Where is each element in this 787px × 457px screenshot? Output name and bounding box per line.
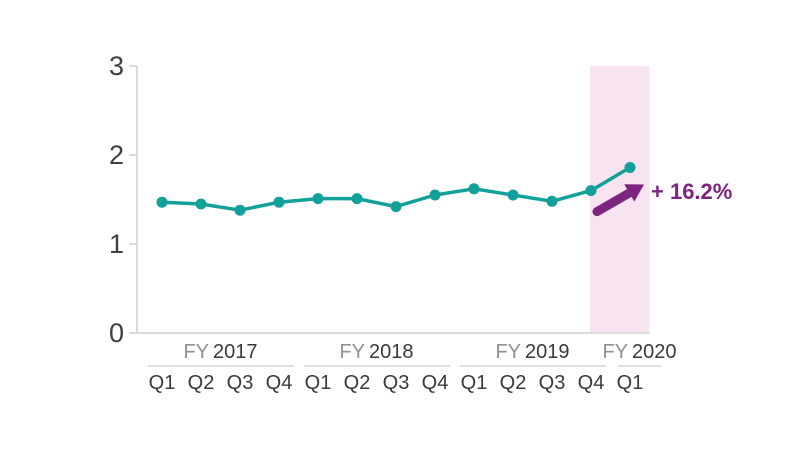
fy-label-prefix: FY [339, 341, 366, 363]
quarter-label: Q2 [499, 372, 527, 394]
quarter-label: Q4 [421, 372, 449, 394]
fy-label-year: 2018 [369, 341, 414, 363]
fy-label: FY 2018 [312, 341, 442, 363]
fy-label-year: 2017 [213, 341, 258, 363]
y-axis-tick-label: 0 [108, 318, 124, 348]
quarter-label: Q3 [226, 372, 254, 394]
data-point-marker [195, 198, 207, 210]
growth-annotation: + 16.2% [651, 179, 733, 205]
data-point-marker [156, 196, 168, 208]
quarter-label: Q3 [382, 372, 410, 394]
fy-label-prefix: FY [495, 341, 522, 363]
quarter-label: Q3 [538, 372, 566, 394]
data-point-marker [273, 196, 285, 208]
fy-label: FY 2020 [575, 341, 705, 363]
data-point-marker [234, 204, 246, 216]
y-axis-tick-label: 3 [108, 51, 124, 81]
quarter-label: Q1 [304, 372, 332, 394]
fy-label-prefix: FY [602, 341, 629, 363]
fy-group-rule [459, 365, 606, 367]
quarter-label: Q4 [577, 372, 605, 394]
y-axis-tick-label: 2 [108, 140, 124, 170]
quarter-label: Q1 [616, 372, 644, 394]
data-point-marker [546, 195, 558, 207]
data-point-marker [468, 183, 480, 195]
fy-label-year: 2019 [525, 341, 570, 363]
fy-group-rule [303, 365, 450, 367]
growth-arrow-shaft [592, 187, 636, 217]
data-point-marker [507, 189, 519, 201]
fy-label: FY 2017 [156, 341, 286, 363]
fy-group-rule [147, 365, 294, 367]
growth-arrow-head [624, 184, 644, 202]
quarter-label: Q2 [343, 372, 371, 394]
data-point-marker [351, 193, 363, 205]
quarter-label: Q2 [187, 372, 215, 394]
fy-label-year: 2020 [632, 341, 677, 363]
data-point-marker [312, 193, 324, 205]
fy-group-rule [618, 365, 661, 367]
data-point-marker [624, 162, 636, 173]
data-point-marker [390, 201, 402, 213]
fy-label: FY 2019 [468, 341, 598, 363]
data-point-marker [429, 189, 441, 201]
quarter-label: Q1 [148, 372, 176, 394]
y-axis-tick-label: 1 [108, 229, 124, 259]
quarter-label: Q4 [265, 372, 293, 394]
fy-label-prefix: FY [183, 341, 210, 363]
quarter-label: Q1 [460, 372, 488, 394]
data-point-marker [585, 185, 597, 197]
